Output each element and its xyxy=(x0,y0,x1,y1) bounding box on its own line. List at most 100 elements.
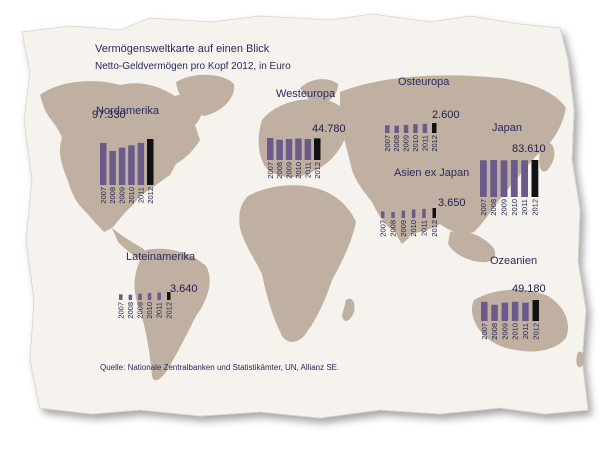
bar-2009 xyxy=(138,293,142,300)
bar-2011 xyxy=(521,160,528,197)
bar-2010 xyxy=(295,138,302,160)
year-label: 2012 xyxy=(530,199,539,216)
bar-2011 xyxy=(137,142,145,185)
land-southeast-asia xyxy=(448,230,496,263)
bar-2007 xyxy=(385,125,390,133)
bar-2007 xyxy=(100,142,107,185)
year-label: 2007 xyxy=(479,199,488,216)
bar-2007 xyxy=(119,294,123,300)
region-title: Lateinamerika xyxy=(126,251,196,263)
bar-2008 xyxy=(490,160,498,197)
year-label: 2007 xyxy=(99,187,108,204)
chart-westeuropa: Westeuropa 2007 2008 2009 2010 2011 2012 44.780 xyxy=(266,88,346,179)
bar-2007 xyxy=(480,160,487,197)
land-scandinavia xyxy=(300,79,338,106)
bar-2010 xyxy=(510,160,518,197)
bar-2009 xyxy=(118,147,126,185)
year-label: 2010 xyxy=(294,162,303,179)
bar-2007 xyxy=(267,138,274,160)
year-label: 2009 xyxy=(135,302,144,319)
bar-2009 xyxy=(501,302,509,321)
year-label: 2008 xyxy=(275,162,284,179)
bar-2009 xyxy=(401,210,406,218)
region-title: Asien ex Japan xyxy=(394,167,469,179)
year-label: 2008 xyxy=(490,323,499,340)
value-label: 3.640 xyxy=(170,283,198,295)
year-label: 2010 xyxy=(411,135,420,152)
bar-2008 xyxy=(391,211,395,218)
bar-2011 xyxy=(522,302,529,321)
year-label: 2012 xyxy=(164,302,173,319)
year-label: 2008 xyxy=(389,220,398,237)
world-map xyxy=(40,74,584,381)
value-label: 2.600 xyxy=(432,109,460,121)
region-title: Ozeanien xyxy=(490,255,537,267)
value-label: 3.650 xyxy=(438,197,466,209)
year-label: 2007 xyxy=(480,323,489,340)
land-africa xyxy=(239,185,356,342)
bar-2008 xyxy=(109,150,116,185)
value-label: 49.180 xyxy=(512,283,546,295)
year-label: 2011 xyxy=(419,220,428,236)
bar-2011 xyxy=(422,208,426,218)
year-label: 2007 xyxy=(266,162,275,179)
chart-ozeanien: Ozeanien 2007 2008 2009 2010 2011 2012 49.180 xyxy=(480,255,546,340)
year-label: 2010 xyxy=(127,187,136,204)
year-label: 2012 xyxy=(531,323,540,340)
chart-subtitle: Netto-Geldvermögen pro Kopf 2012, in Eur… xyxy=(95,61,291,72)
bar-2012 xyxy=(531,160,539,197)
land-greenland xyxy=(176,74,235,116)
bar-2012 xyxy=(432,208,436,218)
source-note: Quelle: Nationale Zentralbanken und Stat… xyxy=(100,363,339,372)
chart-title: Vermögensweltkarte auf einen Blick xyxy=(95,43,270,55)
bar-2009 xyxy=(500,160,508,197)
year-label: 2009 xyxy=(500,199,509,216)
region-title: Japan xyxy=(492,122,522,134)
chart-osteuropa: Osteuropa 2007 2008 2009 2010 2011 2012 2.600 xyxy=(383,76,460,152)
bar-2010 xyxy=(411,209,416,218)
year-label: 2008 xyxy=(392,135,401,152)
year-label: 2007 xyxy=(383,135,392,152)
bar-2010 xyxy=(413,124,418,133)
chart-asien-ex-japan: Asien ex Japan 2007 2008 2009 2010 2011 2012 3.… xyxy=(378,167,469,237)
bar-2009 xyxy=(403,124,409,133)
land-asia xyxy=(340,75,566,234)
chart-lateinamerika: Lateinamerika 2007 2008 2009 2010 2011 2012 3.6… xyxy=(116,251,197,319)
bar-2010 xyxy=(128,145,135,185)
year-label: 2010 xyxy=(510,199,519,216)
bar-2008 xyxy=(128,294,133,300)
chart-nordamerika: Nordamerika 2007 2008 2009 2010 2011 2012 97.33… xyxy=(92,105,160,204)
land-madagascar xyxy=(342,298,355,321)
year-label: 2009 xyxy=(402,135,411,152)
year-label: 2010 xyxy=(409,220,418,237)
year-label: 2009 xyxy=(500,323,509,340)
year-label: 2012 xyxy=(430,220,439,237)
year-label: 2007 xyxy=(116,302,125,319)
value-label: 83.610 xyxy=(512,143,546,155)
year-label: 2012 xyxy=(146,187,155,204)
chart-japan: Japan 2007 2008 2009 2010 2011 2012 83.610 xyxy=(479,122,546,216)
land-new-zealand xyxy=(576,351,584,368)
year-label: 2008 xyxy=(126,302,135,319)
bar-2007 xyxy=(381,211,385,218)
bar-2009 xyxy=(285,138,293,160)
bar-2012 xyxy=(147,139,154,185)
region-title: Westeuropa xyxy=(276,88,336,100)
bar-2010 xyxy=(511,301,519,321)
bar-2008 xyxy=(394,125,399,133)
year-label: 2008 xyxy=(108,187,117,204)
region-title: Osteuropa xyxy=(398,76,450,88)
bar-2011 xyxy=(157,292,161,300)
land-japan xyxy=(539,142,555,172)
bar-2007 xyxy=(481,301,488,321)
year-label: 2009 xyxy=(399,220,408,237)
year-label: 2009 xyxy=(285,162,294,179)
year-label: 2011 xyxy=(521,323,530,339)
bar-2012 xyxy=(167,292,171,300)
year-label: 2012 xyxy=(313,162,322,179)
year-label: 2011 xyxy=(420,135,429,151)
year-label: 2011 xyxy=(303,162,312,178)
